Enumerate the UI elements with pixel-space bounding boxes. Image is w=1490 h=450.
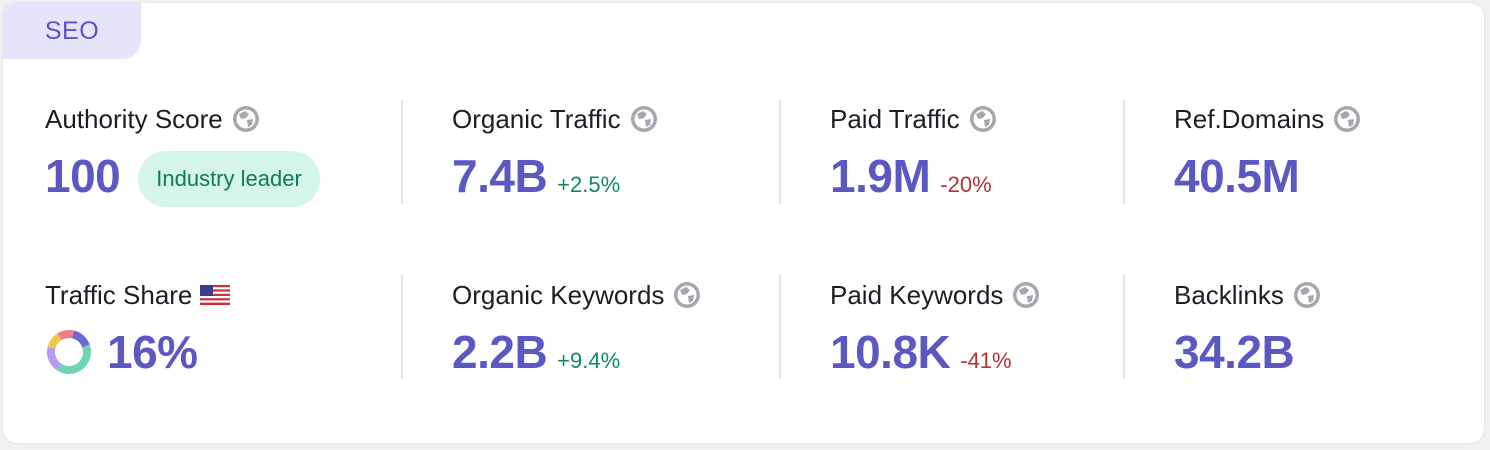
metric-paid-traffic: Paid Traffic 1.9M -20% [830,101,998,201]
metric-authority-score: Authority Score 100 Industry leader [45,101,320,207]
change-indicator: -20% [940,172,992,197]
metric-value[interactable]: 1.9M [830,150,931,202]
metric-label: Traffic Share [45,279,193,310]
industry-leader-badge: Industry leader [138,151,320,207]
globe-icon[interactable] [1332,104,1362,134]
globe-icon[interactable] [672,280,702,310]
metric-paid-keywords: Paid Keywords 10.8K -41% [830,277,1041,377]
metric-label: Backlinks [1174,279,1284,310]
us-flag-icon[interactable] [200,285,231,305]
globe-icon[interactable] [231,104,261,134]
divider [401,100,403,204]
seo-card: SEO Authority Score 100 Industry leader … [3,3,1484,443]
metric-value[interactable]: 100 [45,150,121,202]
metric-organic-traffic: Organic Traffic 7.4B +2.5% [452,101,659,201]
globe-icon[interactable] [1011,280,1041,310]
metric-ref-domains: Ref.Domains 40.5M [1174,101,1362,201]
change-indicator: +2.5% [557,172,621,197]
metric-organic-keywords: Organic Keywords 2.2B +9.4% [452,277,702,377]
divider [401,275,403,379]
metric-label: Organic Keywords [452,279,665,310]
globe-icon[interactable] [629,104,659,134]
donut-chart-icon [47,330,91,374]
metric-label: Organic Traffic [452,103,621,134]
metric-value[interactable]: 10.8K [830,326,951,378]
globe-icon[interactable] [968,104,998,134]
globe-icon[interactable] [1292,280,1322,310]
divider [779,100,781,204]
change-indicator: +9.4% [557,348,621,373]
metric-label: Paid Traffic [830,103,960,134]
divider [779,275,781,379]
metric-label: Paid Keywords [830,279,1004,310]
change-indicator: -41% [960,348,1012,373]
metric-traffic-share: Traffic Share 16% [45,277,231,378]
seo-tab[interactable]: SEO [3,3,141,59]
metric-value[interactable]: 16% [107,326,198,378]
metric-backlinks: Backlinks 34.2B [1174,277,1322,377]
metric-value[interactable]: 2.2B [452,326,548,378]
divider [1123,275,1125,379]
metric-value[interactable]: 34.2B [1174,326,1295,378]
metric-value[interactable]: 7.4B [452,150,548,202]
divider [1123,100,1125,204]
metric-value[interactable]: 40.5M [1174,150,1300,202]
metric-label: Authority Score [45,103,223,134]
metric-label: Ref.Domains [1174,103,1325,134]
